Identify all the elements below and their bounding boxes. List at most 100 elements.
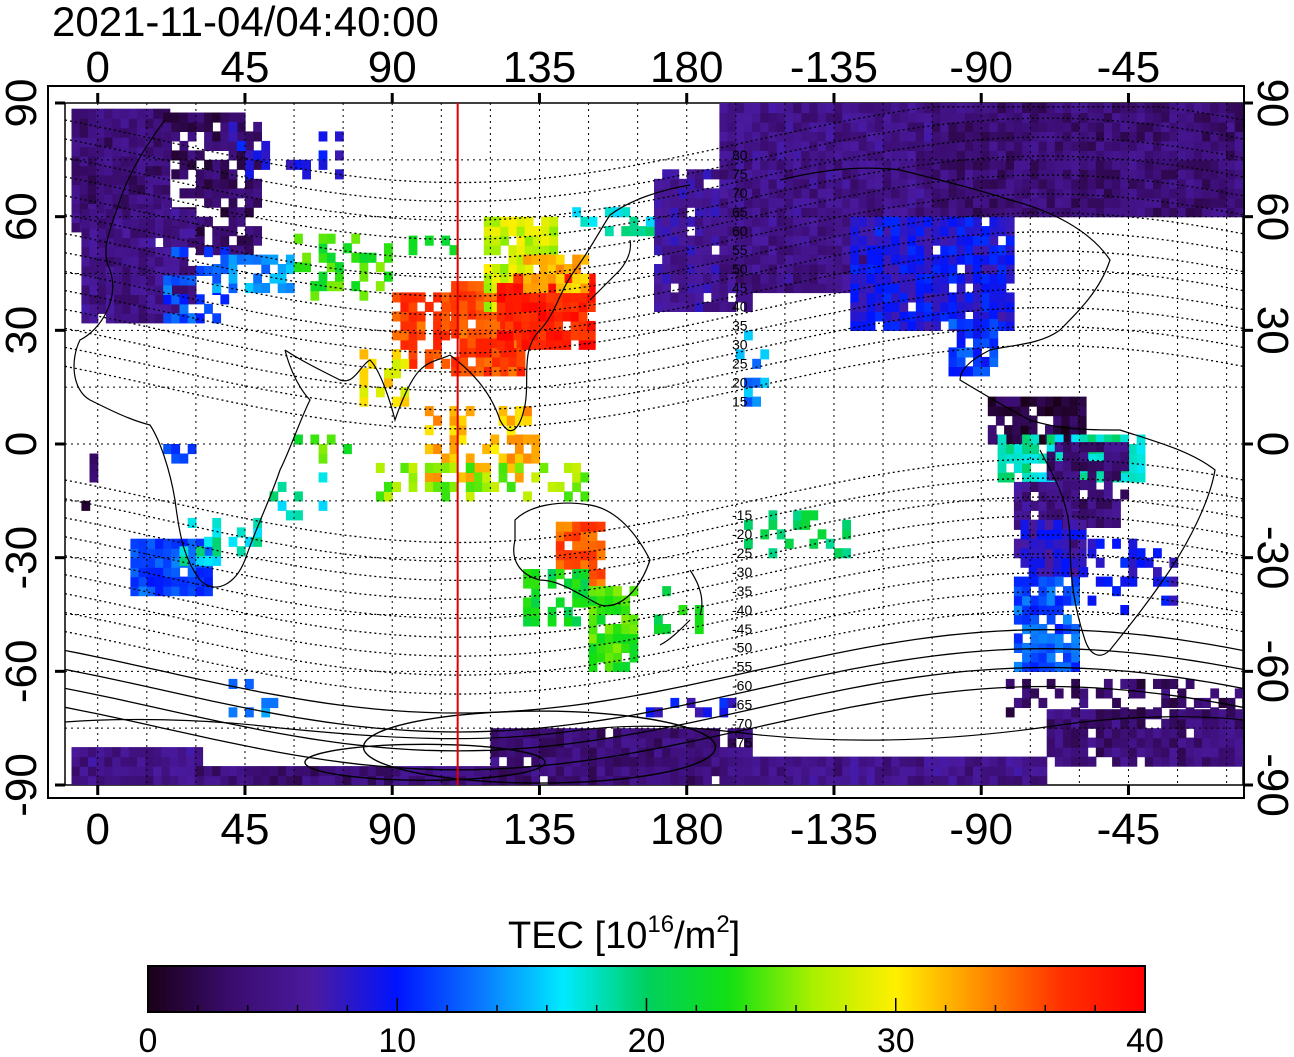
tec-cell (555, 540, 565, 551)
lat-tick-label: -30 (1248, 526, 1294, 590)
tec-cell (1120, 451, 1130, 462)
tec-cell (498, 415, 508, 426)
tec-cell (964, 292, 974, 303)
tec-cell (727, 121, 737, 132)
tec-cell (654, 207, 663, 218)
tec-cell (97, 303, 107, 314)
tec-cell (153, 193, 163, 204)
tec-cell (874, 150, 884, 161)
tec-cell (645, 226, 655, 237)
tec-cell (97, 294, 107, 305)
tec-cell (1144, 709, 1154, 720)
tec-cell (809, 756, 819, 767)
tec-cell (604, 605, 614, 616)
tec-cell (516, 226, 526, 237)
tec-cell (793, 273, 802, 284)
tec-cell (104, 108, 114, 119)
tec-cell (1046, 140, 1056, 151)
tec-cell (482, 775, 491, 785)
tec-cell (915, 150, 925, 161)
tec-cell (1087, 489, 1097, 500)
tec-cell (1169, 697, 1179, 708)
tec-cell (163, 538, 172, 549)
tec-cell (269, 491, 279, 502)
tec-cell (1169, 188, 1179, 199)
tec-cell (204, 548, 213, 559)
tec-cell (768, 169, 778, 180)
tec-cell (768, 150, 778, 161)
tec-cell (1013, 121, 1023, 132)
tec-cell (492, 245, 501, 256)
tec-cell (1087, 538, 1097, 549)
tec-cell (1112, 756, 1121, 767)
tec-cell (97, 256, 107, 267)
tec-cell (96, 775, 105, 785)
tec-cell (850, 103, 860, 114)
tec-cell (784, 121, 794, 132)
tec-cell (564, 756, 573, 767)
tec-cell (433, 320, 442, 331)
tec-cell (1202, 718, 1211, 729)
tec-cell (1128, 178, 1138, 189)
tec-cell (973, 169, 982, 180)
tec-cell (883, 273, 892, 284)
tec-cell (891, 273, 900, 284)
tec-cell (564, 606, 573, 617)
tec-cell (71, 756, 81, 767)
tec-cell (776, 131, 786, 142)
tec-cell (516, 254, 526, 265)
tec-cell (546, 292, 555, 303)
tec-cell (1128, 472, 1138, 483)
tec-cell (195, 226, 205, 237)
tec-cell (537, 301, 547, 312)
tec-cell (89, 284, 99, 295)
tec-cell (1169, 595, 1179, 606)
tec-cell (1193, 131, 1203, 142)
tec-cell (858, 264, 868, 275)
tec-cell (1079, 718, 1089, 729)
tec-cell (145, 108, 154, 119)
tec-cell (973, 140, 982, 151)
tec-cell (596, 605, 606, 616)
tec-cell (212, 775, 222, 785)
tec-cell (924, 103, 933, 114)
tec-cell (1063, 595, 1072, 606)
tec-cell (294, 491, 303, 502)
tec-cell (1077, 548, 1087, 559)
tec-cell (1144, 747, 1154, 758)
tec-cell (547, 737, 557, 748)
tec-cell (924, 756, 933, 767)
tec-cell (408, 235, 418, 246)
tec-cell (467, 309, 477, 320)
tec-cell (842, 775, 851, 785)
tec-cell (752, 150, 761, 161)
colorbar-tick-label: 30 (877, 1022, 915, 1057)
tec-cell (1210, 131, 1220, 142)
tec-cell (662, 766, 671, 777)
tec-cell (932, 292, 941, 303)
tec-cell (531, 569, 541, 580)
tec-cell (71, 766, 81, 777)
tec-cell (220, 766, 230, 777)
tec-cell (294, 766, 303, 777)
tec-cell (817, 169, 827, 180)
tec-cell (1087, 517, 1097, 528)
tec-cell (842, 207, 851, 218)
tec-cell (809, 197, 819, 208)
tec-cell (104, 118, 114, 129)
tec-cell (459, 356, 469, 367)
magnetic-latitude-contour (65, 174, 1243, 259)
tec-cell (367, 766, 377, 777)
tec-cell (719, 301, 729, 312)
tec-cell (187, 209, 197, 220)
tec-cell (752, 775, 761, 785)
tec-cell (1005, 169, 1015, 180)
tec-cell (891, 197, 900, 208)
tec-cell (1053, 415, 1062, 426)
tec-cell (997, 453, 1007, 464)
tec-cell (1087, 159, 1097, 170)
tec-cell (735, 349, 745, 360)
tec-cell (948, 775, 958, 785)
tec-cell (874, 311, 884, 322)
tec-cell (948, 150, 958, 161)
